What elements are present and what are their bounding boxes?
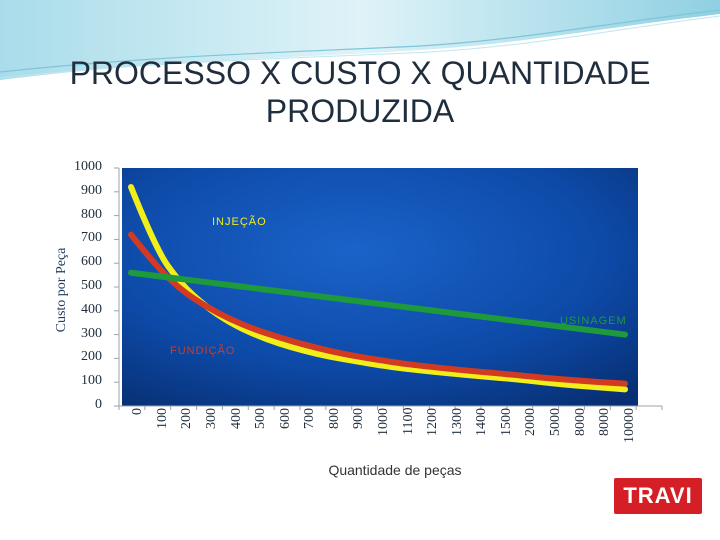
x-tick-label: 100	[154, 408, 170, 429]
series-line-2	[128, 269, 628, 338]
y-tick-label: 300	[81, 325, 102, 341]
header-wave-decoration	[0, 0, 720, 80]
y-tick-label: 0	[95, 397, 102, 412]
x-tick-label: 600	[277, 408, 293, 429]
series-label-2: USINAGEM	[560, 315, 627, 327]
x-tick-label: 10000	[621, 408, 637, 443]
x-tick-label: 5000	[548, 408, 563, 436]
slide-title-line2: PRODUZIDA	[265, 93, 455, 129]
x-tick-label: 200	[179, 408, 195, 429]
plot-background	[122, 168, 638, 406]
x-tick-label: 8000	[572, 408, 588, 436]
y-tick-label: 100	[81, 373, 102, 389]
slide-title: PROCESSO X CUSTO X QUANTIDADE PRODUZIDA	[40, 54, 680, 130]
x-tick-label: 400	[228, 408, 244, 429]
x-tick-label: 1100	[400, 408, 416, 436]
y-tick-label: 700	[81, 230, 102, 246]
x-tick-label: 900	[351, 408, 367, 429]
x-tick-label: 1000	[376, 408, 391, 436]
y-tick-label: 600	[81, 254, 102, 270]
y-tick-label: 1000	[74, 159, 102, 174]
y-tick-label: 900	[81, 182, 102, 198]
x-axis-label: Quantidade de peças	[328, 462, 462, 478]
x-tick-label: 1400	[474, 408, 490, 436]
x-tick-label: 2000	[523, 408, 539, 436]
travi-logo: TRAVI	[614, 478, 702, 514]
y-tick-label: 400	[81, 301, 102, 317]
series-line-1	[128, 231, 628, 387]
series-label-0: INJEÇÃO	[212, 215, 267, 228]
y-tick-label: 800	[81, 206, 102, 222]
x-tick-label: 300	[204, 408, 219, 429]
logo-text: TRAVI	[623, 483, 693, 508]
x-tick-label: 1200	[425, 408, 441, 436]
y-tick-label: 500	[81, 278, 102, 293]
x-tick-label: 1500	[498, 408, 514, 436]
y-tick-label: 200	[81, 349, 102, 365]
slide-title-line1: PROCESSO X CUSTO X QUANTIDADE	[69, 55, 651, 91]
x-tick-label: 8000	[597, 408, 613, 436]
x-tick-label: 0	[130, 408, 146, 415]
x-tick-label: 500	[253, 408, 269, 429]
x-tick-label: 1300	[449, 408, 465, 436]
x-tick-label: 800	[326, 408, 342, 429]
series-label-1: FUNDIÇÃO	[170, 344, 235, 357]
x-tick-label: 700	[302, 408, 318, 429]
